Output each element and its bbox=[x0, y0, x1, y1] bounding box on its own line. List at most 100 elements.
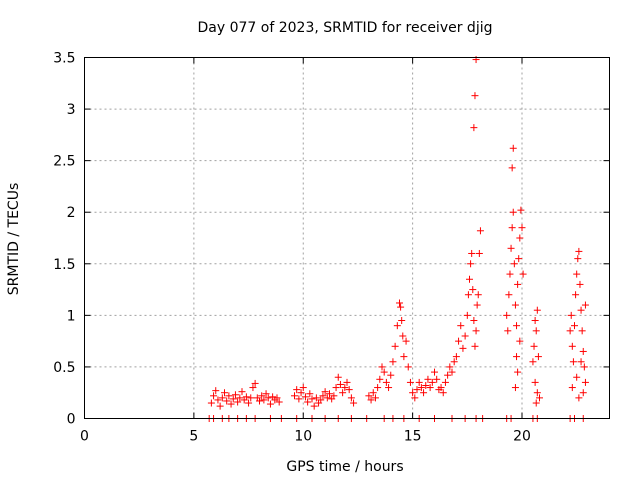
y-tick-label: 0 bbox=[67, 412, 76, 428]
y-axis-label: SRMTID / TECUs bbox=[6, 183, 22, 296]
data-point bbox=[572, 291, 580, 299]
data-point bbox=[463, 311, 471, 319]
data-point bbox=[514, 280, 522, 288]
data-point bbox=[452, 353, 460, 361]
data-point bbox=[378, 363, 386, 371]
data-point bbox=[295, 395, 303, 403]
data-point bbox=[417, 384, 425, 392]
data-point bbox=[509, 144, 517, 152]
data-point bbox=[437, 384, 445, 392]
data-point bbox=[385, 384, 393, 392]
data-point bbox=[474, 291, 482, 299]
data-point bbox=[504, 327, 512, 335]
data-point bbox=[341, 384, 349, 392]
data-point bbox=[567, 311, 575, 319]
data-point bbox=[457, 322, 465, 330]
data-point bbox=[508, 224, 516, 232]
data-point bbox=[531, 317, 539, 325]
data-point bbox=[508, 164, 516, 172]
data-point bbox=[426, 384, 434, 392]
data-point bbox=[420, 389, 428, 397]
grid-lines bbox=[84, 57, 610, 419]
data-point bbox=[262, 390, 270, 398]
data-point bbox=[468, 249, 476, 257]
data-point bbox=[506, 270, 514, 278]
data-point bbox=[441, 378, 449, 386]
data-point bbox=[343, 378, 351, 386]
data-point bbox=[266, 400, 274, 408]
data-point bbox=[415, 378, 423, 386]
data-point bbox=[519, 270, 527, 278]
data-point bbox=[347, 394, 355, 402]
data-point bbox=[516, 337, 524, 345]
data-point bbox=[581, 301, 589, 309]
data-point bbox=[330, 392, 338, 400]
data-point bbox=[238, 388, 246, 396]
data-point bbox=[221, 389, 228, 397]
data-point bbox=[510, 260, 518, 268]
data-point bbox=[476, 227, 484, 235]
data-point bbox=[396, 299, 403, 307]
data-point bbox=[579, 389, 587, 397]
data-point bbox=[532, 327, 540, 335]
data-point bbox=[336, 380, 344, 388]
data-point bbox=[581, 378, 589, 386]
data-point bbox=[424, 375, 432, 383]
data-point bbox=[326, 390, 333, 398]
data-point bbox=[406, 378, 414, 386]
data-point bbox=[345, 386, 353, 394]
data-point bbox=[514, 368, 522, 376]
data-point bbox=[576, 280, 584, 288]
data-point bbox=[376, 375, 384, 383]
data-point bbox=[511, 301, 519, 309]
data-point bbox=[461, 332, 469, 340]
data-point bbox=[513, 322, 521, 330]
data-point bbox=[579, 347, 587, 355]
data-point bbox=[339, 389, 347, 397]
data-point bbox=[467, 260, 475, 268]
data-point bbox=[256, 397, 263, 405]
data-point bbox=[380, 368, 388, 376]
data-point bbox=[350, 399, 358, 407]
data-point bbox=[319, 392, 327, 400]
chart-title: Day 077 of 2023, SRMTID for receiver dji… bbox=[198, 20, 493, 36]
data-point bbox=[321, 388, 329, 396]
data-point bbox=[444, 371, 452, 379]
y-tick-label: 3.5 bbox=[53, 51, 75, 67]
data-point bbox=[251, 379, 259, 387]
data-point bbox=[273, 394, 281, 402]
data-point bbox=[568, 342, 576, 350]
data-point bbox=[533, 306, 541, 314]
data-point bbox=[568, 384, 576, 392]
data-point bbox=[367, 396, 375, 404]
data-point bbox=[308, 395, 316, 403]
data-point bbox=[398, 317, 406, 325]
data-point bbox=[393, 322, 401, 330]
data-point bbox=[511, 384, 519, 392]
data-point bbox=[578, 327, 586, 335]
data-point bbox=[533, 389, 541, 397]
y-tick-label: 1 bbox=[67, 308, 76, 324]
data-point bbox=[234, 398, 242, 406]
data-point bbox=[532, 399, 540, 407]
data-point bbox=[391, 342, 399, 350]
data-point bbox=[571, 322, 578, 330]
data-point bbox=[365, 392, 373, 400]
data-point bbox=[387, 371, 395, 379]
data-point bbox=[577, 358, 585, 366]
data-point bbox=[448, 368, 456, 376]
x-tick-label: 20 bbox=[513, 429, 531, 445]
data-point bbox=[517, 206, 525, 214]
data-point bbox=[530, 342, 538, 350]
data-point bbox=[428, 378, 436, 386]
data-point bbox=[369, 389, 377, 397]
data-point bbox=[212, 387, 220, 395]
data-point bbox=[334, 373, 342, 381]
data-point bbox=[260, 396, 268, 404]
data-point bbox=[470, 317, 478, 325]
data-point bbox=[422, 381, 430, 389]
data-point bbox=[225, 392, 233, 400]
data-point bbox=[566, 327, 574, 335]
data-point bbox=[397, 303, 405, 311]
